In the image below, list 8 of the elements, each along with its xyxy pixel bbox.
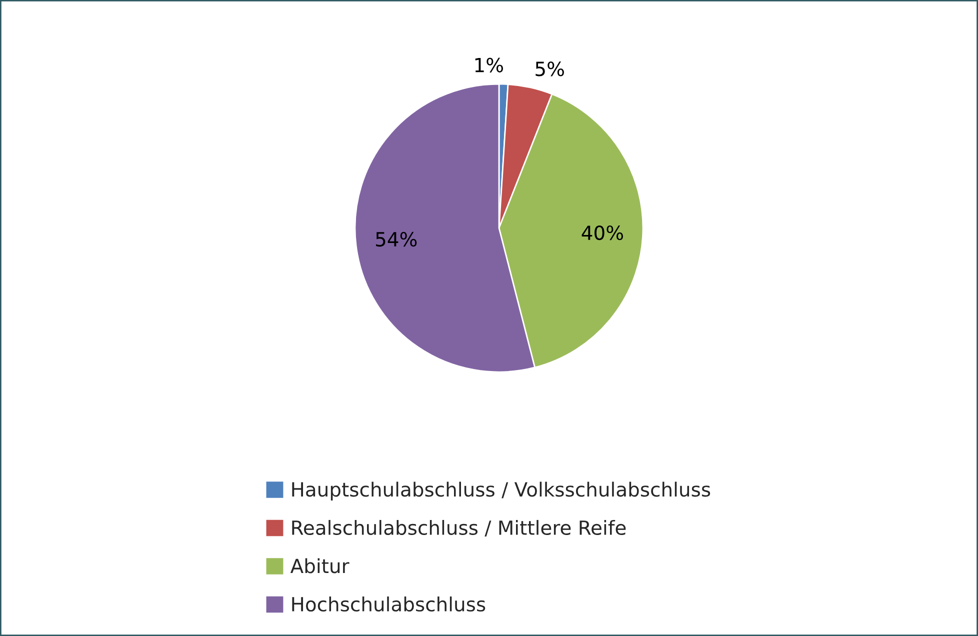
data-label: 5%: [536, 62, 564, 76]
legend-label: Hochschulabschluss: [292, 596, 486, 612]
data-label: 54%: [376, 232, 417, 247]
data-label: 1%: [475, 58, 503, 72]
data-label: 40%: [582, 225, 624, 240]
legend-label: Hauptschulabschluss / Volksschulabschluss: [292, 482, 710, 501]
legend-label: Realschulabschluss / Mittlere Reife: [292, 520, 626, 537]
legend-label: Abitur: [290, 558, 350, 574]
